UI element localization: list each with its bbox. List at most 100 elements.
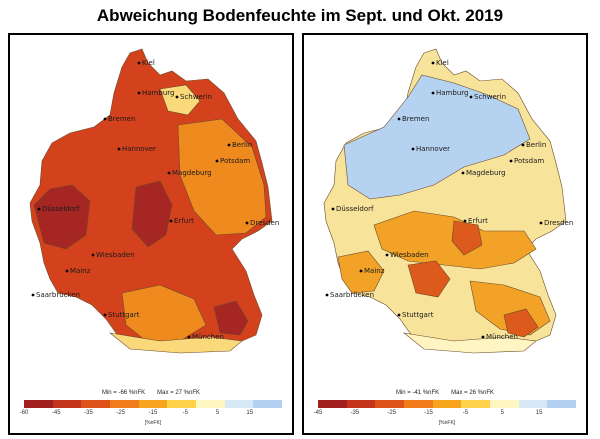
- map-sept: Kiel Hamburg Schwerin Bremen Berlin Hannover P…: [29, 48, 279, 354]
- scale-tick-label: -45: [51, 410, 61, 416]
- scale-tick-label: -5: [462, 410, 469, 416]
- city-dot-saarbruecken: [325, 293, 329, 297]
- scale-tick-label: -25: [387, 410, 397, 416]
- city-label-duesseldorf: Düsseldorf: [336, 205, 374, 213]
- region-alps-sept: [108, 332, 243, 354]
- city-label-bremen: Bremen: [402, 115, 429, 123]
- scale-tick-label: -5: [182, 410, 188, 416]
- city-label-saarbruecken: Saarbrücken: [330, 291, 374, 299]
- city-label-magdeburg: Magdeburg: [172, 169, 212, 177]
- city-dot-hannover: [411, 147, 415, 151]
- city-label-magdeburg: Magdeburg: [466, 169, 506, 177]
- scale-ticks-okt: -45 -35 -25 -15 -5 5 15: [314, 410, 576, 418]
- city-label-stuttgart: Stuttgart: [108, 311, 140, 319]
- scale-swatch: [138, 400, 168, 408]
- scale-swatch: [518, 400, 548, 408]
- city-dot-schwerin: [469, 95, 473, 99]
- scale-tick-label: 15: [246, 410, 254, 416]
- scale-tick-label: -60: [19, 410, 29, 416]
- scale-swatch: [81, 400, 111, 408]
- city-label-muenchen: München: [486, 333, 518, 341]
- region-alps-okt: [402, 332, 537, 354]
- scale-ticks-sept: -60 -45 -35 -25 -15 -5 5 15: [20, 410, 282, 418]
- city-dot-bremen: [103, 117, 107, 121]
- city-label-duesseldorf: Düsseldorf: [42, 205, 80, 213]
- city-label-wiesbaden: Wiesbaden: [390, 251, 429, 259]
- city-label-hannover: Hannover: [416, 145, 450, 153]
- city-dot-mainz: [359, 269, 363, 273]
- scale-swatch: [547, 400, 577, 408]
- city-dot-duesseldorf: [37, 207, 41, 211]
- scale-swatch: [224, 400, 254, 408]
- scale-swatch: [461, 400, 491, 408]
- city-label-hamburg: Hamburg: [436, 89, 468, 97]
- max-value-sept: Max = 27 %nFK: [157, 390, 201, 396]
- scale-tick-label: -15: [148, 410, 158, 416]
- city-dot-stuttgart: [103, 313, 107, 317]
- city-label-berlin: Berlin: [232, 141, 252, 149]
- scale-unit-okt: [%nFK]: [438, 420, 456, 426]
- scale-tick-label: -35: [350, 410, 360, 416]
- scale-swatch: [196, 400, 225, 408]
- city-dot-dresden: [539, 221, 543, 225]
- scale-unit-sept: [%nFK]: [144, 420, 162, 426]
- scale-swatch: [490, 400, 519, 408]
- city-label-kiel: Kiel: [436, 59, 449, 67]
- city-label-hannover: Hannover: [122, 145, 156, 153]
- scale-tick-label: 5: [500, 410, 504, 416]
- city-dot-dresden: [245, 221, 249, 225]
- min-value-okt: Min = -41 %nFK: [395, 390, 440, 396]
- region-north-wet-okt: [343, 74, 531, 200]
- city-label-potsdam: Potsdam: [514, 157, 544, 165]
- city-dot-berlin: [521, 143, 525, 147]
- scale-swatch: [432, 400, 462, 408]
- city-label-muenchen: München: [192, 333, 224, 341]
- scale-swatch: [110, 400, 139, 408]
- city-dot-hamburg: [431, 91, 435, 95]
- scale-tick-label: 5: [215, 410, 220, 416]
- region-southeast-okt: [503, 308, 539, 338]
- region-bavaria-sept: [213, 300, 249, 336]
- region-harz-sept: [131, 180, 173, 248]
- city-label-dresden: Dresden: [250, 219, 279, 227]
- scale-tick-label: 15: [535, 410, 543, 416]
- scale-bar-okt: [318, 400, 577, 408]
- city-label-hamburg: Hamburg: [142, 89, 174, 97]
- scale-tick-label: -45: [313, 410, 323, 416]
- city-label-potsdam: Potsdam: [220, 157, 250, 165]
- city-layer-okt: Kiel Hamburg Schwerin Bremen Berlin Hannover P…: [325, 59, 573, 341]
- color-scale-sept: -60 -45 -35 -25 -15 -5 5 15 [%nFK]: [20, 400, 283, 430]
- scale-swatch: [375, 400, 405, 408]
- city-label-wiesbaden: Wiesbaden: [96, 251, 135, 259]
- city-dot-saarbruecken: [31, 293, 35, 297]
- city-dot-duesseldorf: [331, 207, 335, 211]
- city-dot-erfurt: [169, 219, 173, 223]
- region-south-sept: [121, 284, 207, 342]
- city-dot-kiel: [137, 61, 141, 65]
- city-label-berlin: Berlin: [526, 141, 546, 149]
- city-dot-hannover: [117, 147, 121, 151]
- region-west-sept: [33, 184, 91, 250]
- city-label-bremen: Bremen: [108, 115, 135, 123]
- color-scale-okt: -45 -35 -25 -15 -5 5 15 [%nFK]: [314, 400, 577, 430]
- region-rhein-main-okt: [407, 260, 451, 298]
- city-dot-wiesbaden: [385, 253, 389, 257]
- map-okt: Kiel Hamburg Schwerin Bremen Berlin Hannover P…: [323, 48, 573, 354]
- city-layer-sept: Kiel Hamburg Schwerin Bremen Berlin Hannover P…: [31, 59, 279, 341]
- city-dot-magdeburg: [167, 171, 171, 175]
- region-erfurt-okt: [451, 220, 483, 256]
- page-title: Abweichung Bodenfeuchte im Sept. und Okt…: [96, 6, 504, 25]
- map-panel-okt: Kiel Hamburg Schwerin Bremen Berlin Hannover P…: [302, 33, 588, 435]
- scale-bar-sept: [24, 400, 283, 408]
- scale-swatch: [346, 400, 376, 408]
- minmax-okt: Min = -41 %nFK Max = 26 %nFK: [304, 390, 586, 396]
- scale-swatch: [52, 400, 82, 408]
- city-label-mainz: Mainz: [364, 267, 385, 275]
- city-label-dresden: Dresden: [544, 219, 573, 227]
- city-dot-erfurt: [463, 219, 467, 223]
- max-value-okt: Max = 26 %nFK: [451, 390, 495, 396]
- city-label-saarbruecken: Saarbrücken: [36, 291, 80, 299]
- city-dot-muenchen: [187, 335, 191, 339]
- scale-tick-label: -15: [424, 410, 433, 416]
- scale-tick-label: -35: [84, 410, 93, 416]
